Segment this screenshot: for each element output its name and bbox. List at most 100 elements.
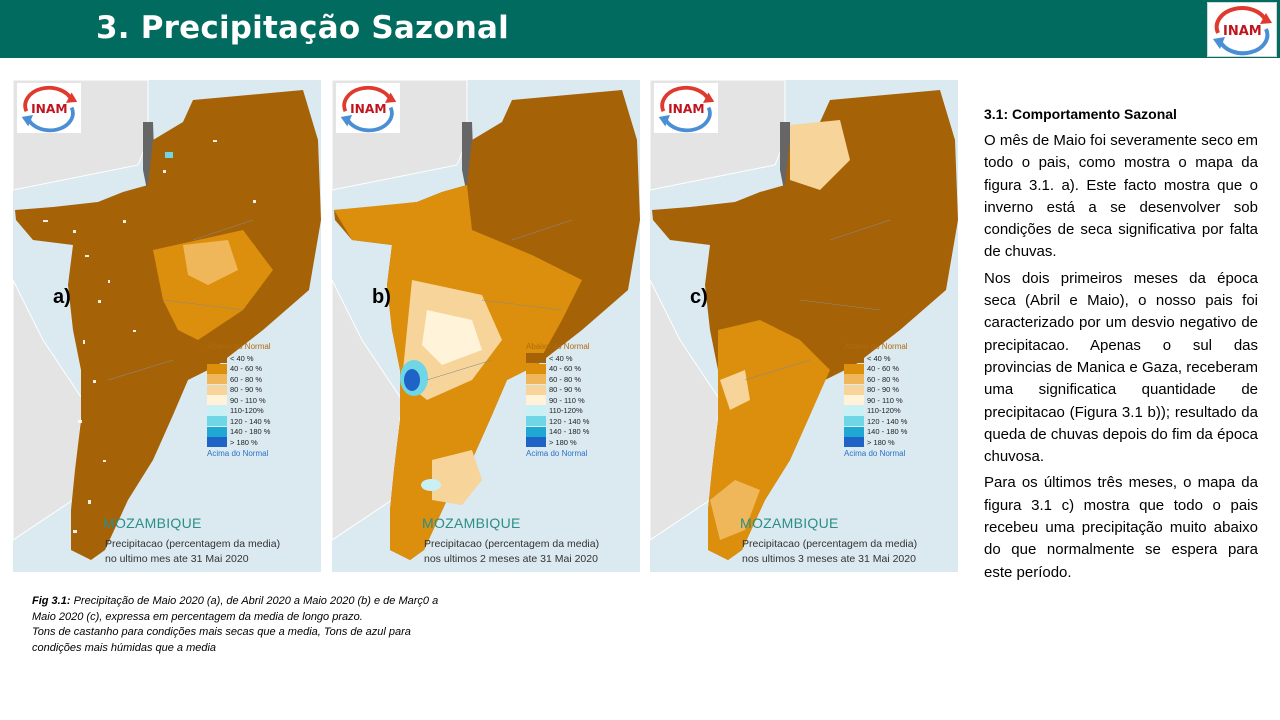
inam-logo-text: INAM bbox=[31, 102, 67, 116]
paragraph-2: Nos dois primeiros meses da época seca (… bbox=[984, 269, 1258, 466]
panel-caption-line1: Precipitacao (percentagem da media) bbox=[742, 538, 918, 550]
legend-swatch bbox=[207, 353, 227, 364]
legend-class-label: 110-120% bbox=[549, 406, 583, 416]
legend-above-normal: Acima do Normal bbox=[526, 448, 588, 458]
legend-class-row: 120 - 140 % bbox=[526, 416, 626, 427]
panel-caption-line1: Precipitacao (percentagem da media) bbox=[424, 538, 600, 550]
panel-caption: Precipitacao (percentagem da media) nos … bbox=[742, 537, 917, 567]
legend-class-label: 90 - 110 % bbox=[867, 395, 903, 405]
legend-class-label: < 40 % bbox=[867, 353, 891, 363]
map-b bbox=[332, 80, 640, 560]
figure-caption: Fig 3.1: Precipitação de Maio 2020 (a), … bbox=[32, 594, 532, 656]
map-c bbox=[650, 80, 958, 560]
legend-swatch bbox=[844, 384, 864, 395]
inam-logo: INAM bbox=[654, 83, 718, 133]
legend-class-row: 60 - 80 % bbox=[526, 374, 626, 385]
legend-swatch bbox=[844, 426, 864, 437]
legend-class-label: 120 - 140 % bbox=[230, 416, 271, 426]
legend-swatch bbox=[526, 374, 546, 385]
legend-class-label: 60 - 80 % bbox=[549, 374, 582, 384]
legend: Abaixo do Normal < 40 % 40 - 60 % 60 - 80 … bbox=[526, 342, 626, 458]
legend-class-label: 80 - 90 % bbox=[230, 385, 263, 395]
panel-label: b) bbox=[372, 286, 391, 308]
panel-caption-line2: no ultimo mes ate 31 Mai 2020 bbox=[105, 553, 249, 565]
legend-class-label: 90 - 110 % bbox=[230, 395, 266, 405]
legend-above-normal: Acima do Normal bbox=[844, 448, 906, 458]
legend-class-label: > 180 % bbox=[230, 437, 258, 447]
legend-class-row: < 40 % bbox=[844, 353, 944, 364]
inam-logo-text: INAM bbox=[350, 102, 386, 116]
legend-swatch bbox=[526, 426, 546, 437]
inam-logo-text: INAM bbox=[668, 102, 704, 116]
legend-class-row: 110-120% bbox=[844, 405, 944, 417]
legend-class-label: < 40 % bbox=[230, 353, 254, 363]
legend-class-row: 120 - 140 % bbox=[207, 416, 307, 427]
legend-below-normal: Abaixo do Normal bbox=[844, 342, 908, 351]
legend-class-label: 40 - 60 % bbox=[867, 364, 900, 374]
map-a bbox=[13, 80, 321, 560]
legend-class-row: 120 - 140 % bbox=[844, 416, 944, 427]
legend-swatch bbox=[207, 405, 227, 416]
legend-class-row: 140 - 180 % bbox=[526, 426, 626, 438]
legend-classes: < 40 % 40 - 60 % 60 - 80 % 80 - 90 % 90 - 11… bbox=[526, 353, 626, 448]
legend-swatch bbox=[207, 363, 227, 374]
legend-below-normal: Abaixo do Normal bbox=[526, 342, 590, 351]
legend-above-normal: Acima do Normal bbox=[207, 448, 269, 458]
map-panel-b: INAM b) Abaixo do Normal < 40 % 40 - 60 %… bbox=[332, 80, 640, 572]
sidebar-text: 3.1: Comportamento Sazonal O mês de Maio… bbox=[984, 106, 1258, 588]
figure-caption-line1: Fig 3.1: Precipitação de Maio 2020 (a), … bbox=[32, 594, 532, 610]
legend-class-row: > 180 % bbox=[526, 437, 626, 448]
legend-class-row: 80 - 90 % bbox=[526, 384, 626, 396]
legend-class-row: 40 - 60 % bbox=[526, 363, 626, 375]
map-panel-a: INAM a) Abaixo do Normal < 40 % 40 - 60 %… bbox=[13, 80, 321, 572]
legend-class-label: 140 - 180 % bbox=[867, 427, 908, 437]
legend-swatch bbox=[526, 353, 546, 364]
legend-classes: < 40 % 40 - 60 % 60 - 80 % 80 - 90 % 90 - 11… bbox=[844, 353, 944, 448]
country-label: MOZAMBIQUE bbox=[740, 515, 839, 531]
legend-class-label: < 40 % bbox=[549, 353, 573, 363]
legend-swatch bbox=[207, 437, 227, 448]
legend-class-label: 60 - 80 % bbox=[230, 374, 263, 384]
legend-class-row: > 180 % bbox=[844, 437, 944, 448]
legend-swatch bbox=[207, 384, 227, 395]
panel-caption-line2: nos ultimos 2 meses ate 31 Mai 2020 bbox=[424, 553, 598, 565]
legend-swatch bbox=[526, 395, 546, 406]
legend-class-row: 60 - 80 % bbox=[844, 374, 944, 385]
legend-class-label: > 180 % bbox=[867, 437, 895, 447]
country-label: MOZAMBIQUE bbox=[103, 515, 202, 531]
figure-caption-line1-text: Precipitação de Maio 2020 (a), de Abril … bbox=[70, 595, 439, 607]
legend-class-row: 40 - 60 % bbox=[844, 363, 944, 375]
legend-class-label: 110-120% bbox=[230, 406, 264, 416]
legend-class-row: < 40 % bbox=[207, 353, 307, 364]
figure-caption-line3: Tons de castanho para condições mais sec… bbox=[32, 626, 411, 638]
legend-class-label: 40 - 60 % bbox=[549, 364, 582, 374]
legend-swatch bbox=[526, 363, 546, 374]
legend-class-label: 120 - 140 % bbox=[549, 416, 590, 426]
inam-logo: INAM bbox=[17, 83, 81, 133]
map-panel-c: INAM c) Abaixo do Normal < 40 % 40 - 60 %… bbox=[650, 80, 958, 572]
section-heading: 3.1: Comportamento Sazonal bbox=[984, 106, 1177, 122]
legend-class-label: 40 - 60 % bbox=[230, 364, 263, 374]
inam-logo: INAM bbox=[1207, 2, 1277, 57]
legend-class-label: 90 - 110 % bbox=[549, 395, 585, 405]
legend-class-row: 80 - 90 % bbox=[207, 384, 307, 396]
legend-swatch bbox=[207, 416, 227, 427]
legend: Abaixo do Normal < 40 % 40 - 60 % 60 - 80 … bbox=[207, 342, 307, 458]
figure-caption-line2: Maio 2020 (c), expressa em percentagem d… bbox=[32, 610, 363, 623]
legend-class-row: < 40 % bbox=[526, 353, 626, 364]
legend-swatch bbox=[844, 374, 864, 385]
legend-swatch bbox=[844, 405, 864, 416]
legend-class-label: 80 - 90 % bbox=[549, 385, 582, 395]
legend-swatch bbox=[207, 426, 227, 437]
legend-swatch bbox=[526, 405, 546, 416]
legend-class-row: 90 - 110 % bbox=[207, 395, 307, 406]
legend-class-label: 110-120% bbox=[867, 406, 901, 416]
panel-label: c) bbox=[690, 286, 708, 308]
legend-class-label: 140 - 180 % bbox=[230, 427, 271, 437]
panel-label: a) bbox=[53, 286, 71, 308]
legend-class-label: 60 - 80 % bbox=[867, 374, 900, 384]
legend-class-label: 120 - 140 % bbox=[867, 416, 908, 426]
panel-caption: Precipitacao (percentagem da media) no u… bbox=[105, 537, 280, 567]
legend-class-row: 90 - 110 % bbox=[526, 395, 626, 406]
legend-swatch bbox=[207, 374, 227, 385]
